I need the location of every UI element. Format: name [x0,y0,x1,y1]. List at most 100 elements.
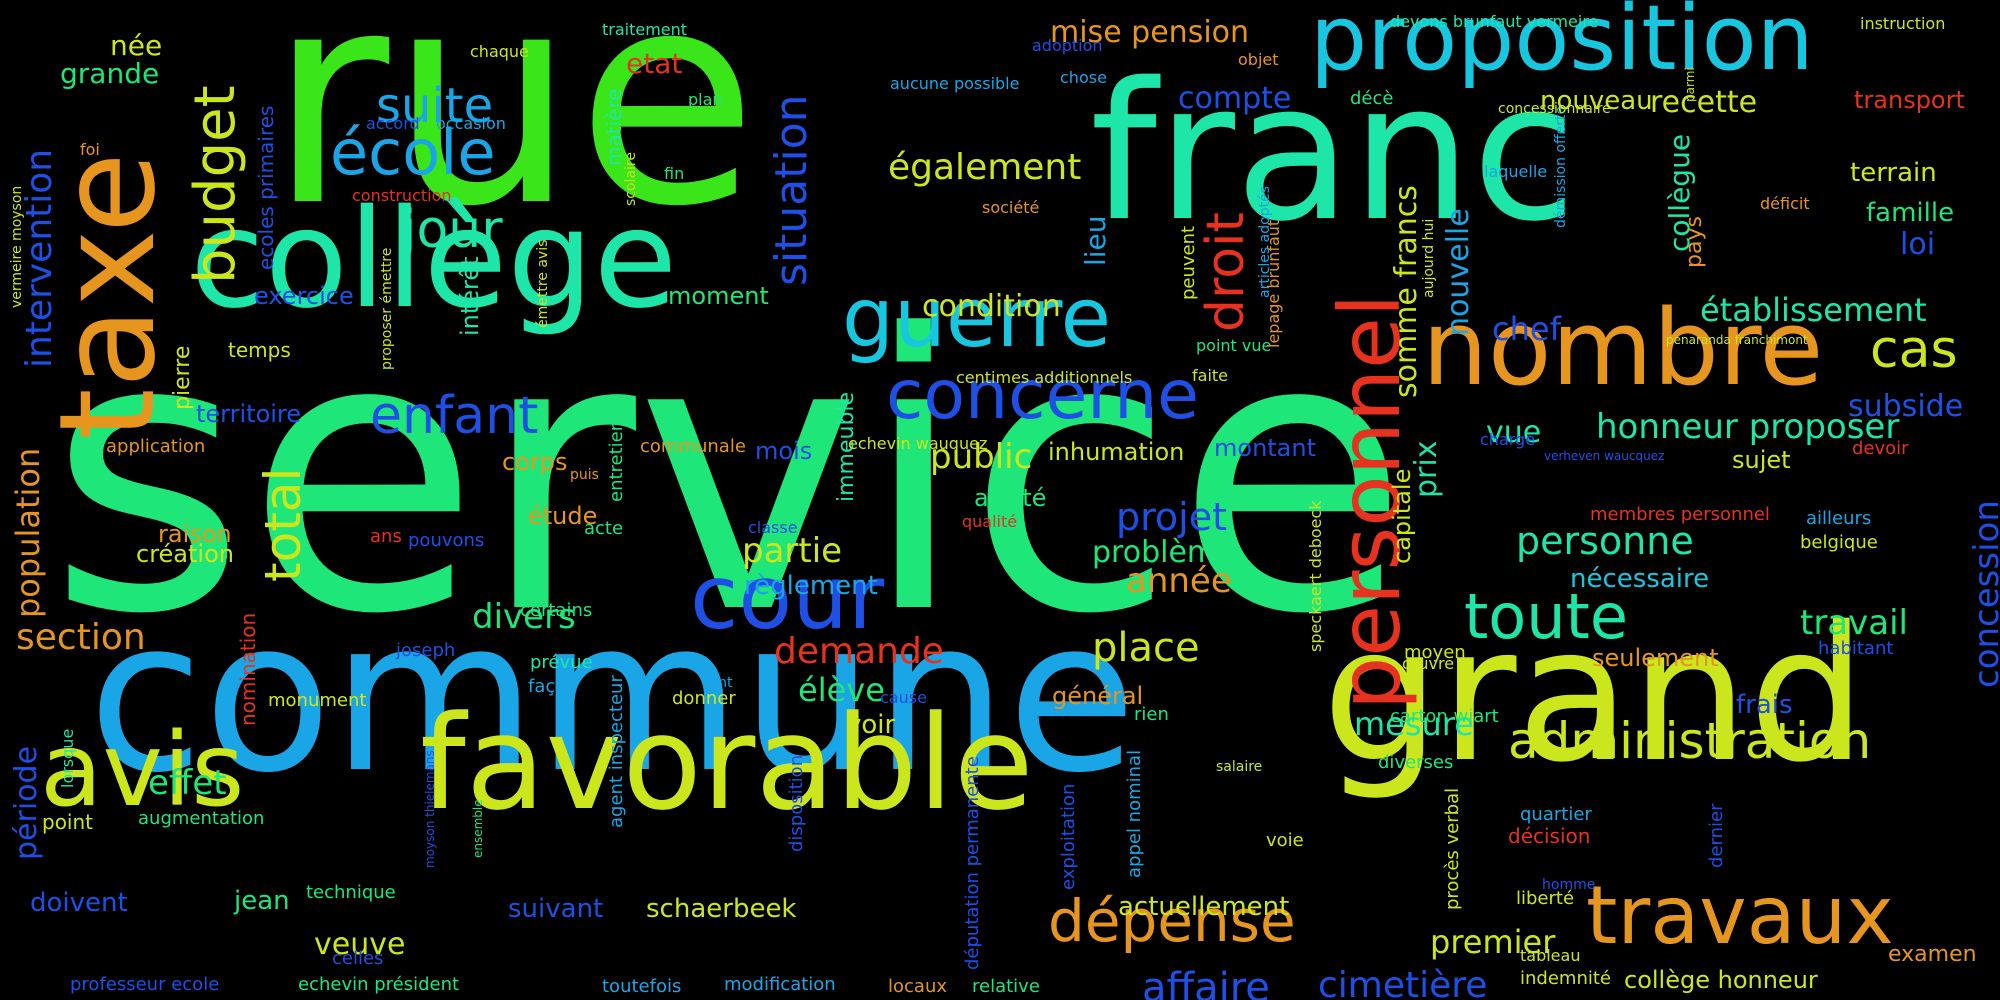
word-affaire: affaire [1142,965,1270,1000]
word-charge: charge [1480,430,1536,449]
word-egalement: également [888,147,1082,188]
word-peuvent: peuvent [1178,225,1199,300]
word-moyen: moyen [1404,642,1466,663]
word-entretien: entretien [606,419,627,502]
word-agent-inspecteur: agent inspecteur [606,675,627,828]
word-temps: temps [228,338,291,362]
word-cause: cause [880,688,927,707]
word-technique: technique [306,882,396,903]
word-jour: jour [402,200,503,260]
word-taxe: taxe [31,152,185,440]
word-probleme: problème [1092,535,1235,570]
word-augmentation: augmentation [138,808,265,829]
word-aujourd-hui: aujourd hui [1421,218,1437,298]
word-classe: classe [748,518,798,537]
word-college: collège [190,181,678,339]
word-puis: puis [570,467,599,483]
word-divers: divers [472,597,576,637]
word-necessaire: nécessaire [1570,564,1710,594]
word-prix: prix [1409,440,1444,498]
word-nouvelle: nouvelle [1441,208,1476,336]
word-tant: tant [704,675,733,691]
word-rue: rue [268,0,758,271]
word-grand: grand [1322,586,1867,803]
word-schaerbeek: schaerbeek [646,894,797,924]
word-pierre: pierre [170,345,195,410]
word-traitement: traitement [602,20,688,39]
word-occasion: occasion [436,114,506,133]
word-franc: franc [1090,42,1577,263]
word-disposition: disposition [786,754,807,852]
word-devoir: devoir [1852,438,1909,459]
word-liberte: liberté [1516,888,1575,909]
word-qualite: qualité [962,512,1018,531]
word-certains: certains [520,600,593,621]
word-decision: décision [1508,824,1591,848]
word-transport: transport [1854,86,1965,114]
word-joseph: joseph [396,640,456,661]
word-devons-brunfaut-vermeire: devons brunfaut vermeire [1390,12,1599,31]
word-laquelle: laquelle [1484,162,1548,181]
word-cimetiere: cimetière [1318,965,1488,1000]
word-lorsque: lorsque [58,728,77,788]
word-societe: société [982,198,1040,217]
word-verheven-waucquez: verheven waucquez [1544,449,1665,463]
word-cas: cas [1870,320,1958,380]
word-point: point [42,810,94,834]
word-demande: demande [774,631,944,672]
word-budget: budget [183,85,248,284]
word-creation: création [136,540,234,568]
word-intervention: intervention [19,148,60,368]
word-donner: donner [672,688,736,709]
word-moyson-thielemans: moyson thielemans [423,750,437,868]
word-etat: etat [626,47,683,80]
word-eleve: élève [798,671,885,709]
word-proces-verbal: procès verbal [1442,787,1463,910]
word-indemnite: indemnité [1520,968,1611,989]
word-locaux: locaux [888,976,948,997]
word-travail: travail [1800,603,1908,643]
word-modification: modification [724,974,836,995]
word-suivant: suivant [508,894,604,924]
word-corps: corps [502,448,568,476]
word-appel-nominal: appel nominal [1124,749,1145,878]
word-honneur-proposer: honneur proposer [1596,407,1900,447]
word-exercice: exercice [254,282,354,310]
word-guerre: guerre [842,271,1112,366]
word-enfant: enfant [370,386,539,446]
word-recette: recette [1650,85,1758,120]
word-pouvons: pouvons [408,530,485,551]
word-salaire: salaire [1216,759,1263,775]
word-arrete: arrêté [974,484,1047,512]
word-terrain: terrain [1850,158,1937,188]
word-partie: partie [742,531,843,571]
word-oeuvre: œuvre [1402,654,1455,673]
word-depense: dépense [1048,887,1296,955]
word-chaque: chaque [470,42,529,61]
word-application: application [106,436,206,457]
word-seulement: seulement [1592,644,1719,672]
word-sujet: sujet [1732,446,1791,474]
word-membres-personnel: membres personnel [1590,504,1770,525]
word-mise-pension: mise pension [1050,15,1250,50]
word-concessionnaire: concessionnaire [1498,101,1611,117]
word-objet: objet [1238,50,1279,69]
word-ensemble: ensemble [471,799,485,858]
word-carton-wiart: carton wiart [1390,706,1499,727]
word-deputation-permanente: députation permanente [962,756,983,970]
word-chose: chose [1060,68,1107,87]
word-condition: condition [922,289,1061,324]
word-articles-adoptes: articles adoptés [1257,186,1273,298]
word-mesure: mesure [1354,705,1474,743]
word-tableau: tableau [1520,946,1581,965]
word-famille: famille [1866,198,1955,228]
word-construction: construction [352,186,452,205]
word-ailleurs: ailleurs [1806,508,1872,529]
word-instruction: instruction [1860,14,1946,33]
word-dernier: dernier [1706,803,1727,868]
word-voir: voir [846,710,896,740]
word-capitale: capitale [1388,468,1416,564]
word-compte: compte [1178,81,1292,116]
word-prevue: prévue [530,652,593,673]
